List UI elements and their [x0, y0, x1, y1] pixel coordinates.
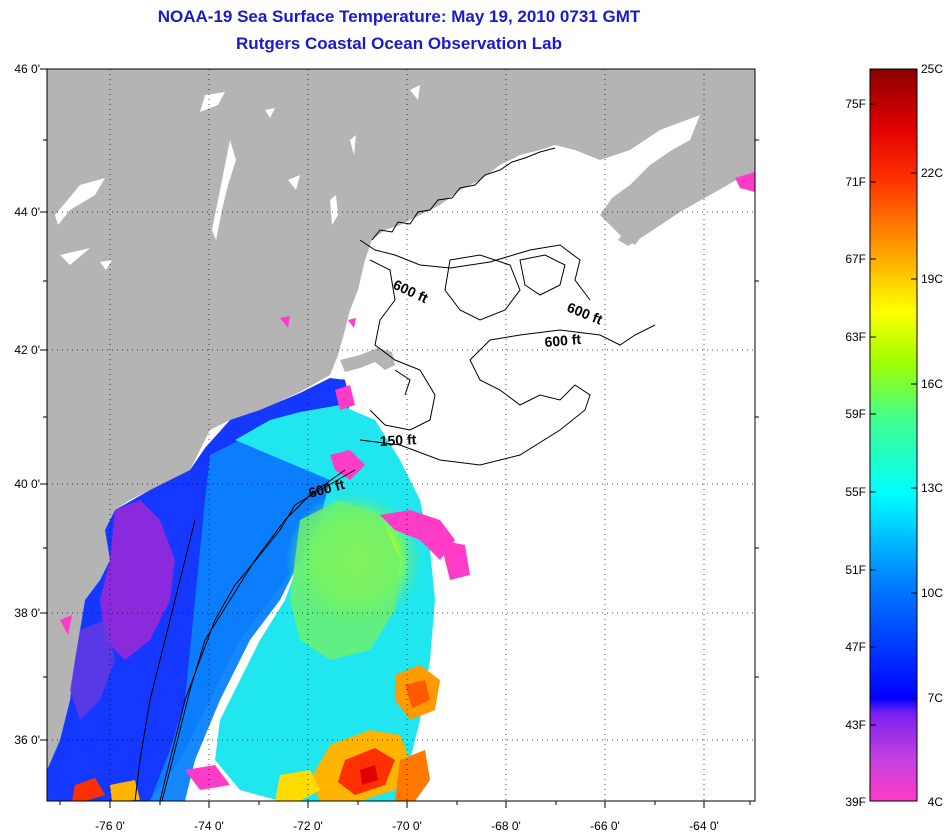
colorbar-f-label: 55F: [845, 485, 866, 499]
land-nova-scotia: [618, 150, 755, 246]
lon-label: -76 0': [95, 819, 125, 833]
colorbar-c-label: 4C: [928, 795, 944, 809]
axis-ticks: [40, 68, 759, 808]
lon-label: -66 0': [590, 819, 620, 833]
sst-coastal-purple: [100, 500, 175, 660]
lat-label: 46 0': [14, 62, 40, 76]
sst-mid-blue: [150, 410, 360, 801]
lon-label: -72 0': [293, 819, 323, 833]
lon-label: -68 0': [491, 819, 521, 833]
sst-cloud-edges: [60, 172, 755, 790]
sst-coastal-purple-2: [70, 620, 115, 720]
lon-label: -64 0': [689, 819, 719, 833]
map-title: NOAA-19 Sea Surface Temperature: May 19,…: [157, 7, 641, 26]
colorbar-f-label: 71F: [845, 175, 866, 189]
colorbar-c-label: 13C: [921, 481, 943, 495]
colorbar-f-label: 51F: [845, 563, 866, 577]
colorbar-c-label: 10C: [921, 586, 943, 600]
land-cape-cod: [340, 348, 395, 372]
colorbar-f-label: 63F: [845, 330, 866, 344]
coastline-jagged: [371, 147, 556, 241]
lon-label: -70 0': [392, 819, 422, 833]
lat-label: 38 0': [14, 606, 40, 620]
colorbar-f-label: 43F: [845, 718, 866, 732]
map-subtitle: Rutgers Coastal Ocean Observation Lab: [236, 34, 562, 53]
colorbar-f-label: 39F: [845, 795, 866, 809]
colorbar-c-label: 22C: [921, 166, 943, 180]
contour-label: 150 ft: [379, 431, 417, 449]
colorbar: [869, 68, 918, 802]
lakes: [55, 85, 420, 270]
colorbar-c-label: 16C: [921, 377, 943, 391]
bathymetry-contours: [134, 239, 656, 801]
sst-gulf-stream: [72, 665, 440, 801]
contour-label: 600 ft: [544, 331, 582, 350]
colorbar-ticks: [870, 103, 917, 726]
colorbar-f-label: 75F: [845, 97, 866, 111]
lat-label: 40 0': [14, 477, 40, 491]
colorbar-f-label: 59F: [845, 407, 866, 421]
sst-green-band: [290, 500, 400, 660]
lat-label: 36 0': [14, 733, 40, 747]
lat-label: 42 0': [14, 343, 40, 357]
lat-label: 44 0': [14, 205, 40, 219]
colorbar-c-label: 19C: [921, 272, 943, 286]
colorbar-f-label: 47F: [845, 640, 866, 654]
graticule: [47, 69, 755, 801]
map-frame: [46, 68, 756, 802]
land-mainland: [47, 69, 755, 770]
colorbar-c-label: 7C: [928, 691, 944, 705]
colorbar-c-label: 25C: [921, 62, 943, 76]
colorbar-f-label: 67F: [845, 252, 866, 266]
lon-label: -74 0': [194, 819, 224, 833]
